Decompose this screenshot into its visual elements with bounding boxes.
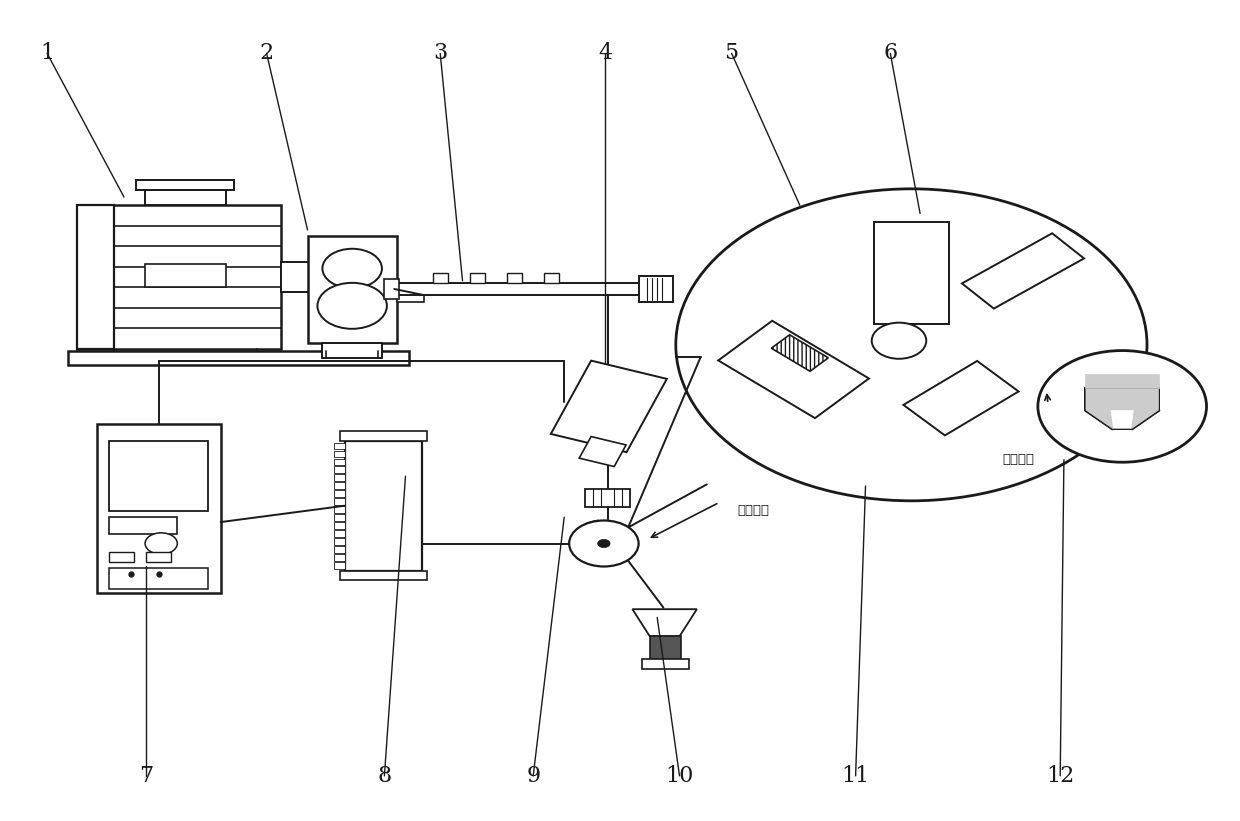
Bar: [68, 351, 409, 365]
Bar: [642, 659, 689, 669]
Bar: [334, 515, 345, 521]
Bar: [145, 264, 226, 287]
Bar: [334, 498, 345, 505]
Bar: [308, 236, 397, 343]
Bar: [334, 458, 345, 465]
Text: 9: 9: [526, 765, 541, 787]
Text: 局部放大: 局部放大: [1002, 453, 1034, 466]
Bar: [77, 205, 281, 349]
Bar: [334, 522, 345, 529]
Text: 4: 4: [598, 43, 613, 64]
Bar: [650, 636, 681, 661]
Text: 2: 2: [259, 43, 274, 64]
Polygon shape: [1085, 374, 1159, 388]
Bar: [345, 441, 422, 571]
Circle shape: [569, 521, 639, 566]
Bar: [334, 562, 345, 569]
Bar: [334, 466, 345, 473]
Circle shape: [1038, 351, 1207, 462]
Bar: [771, 335, 828, 371]
Bar: [281, 263, 309, 292]
Text: 10: 10: [666, 765, 693, 787]
Text: 5: 5: [724, 43, 739, 64]
Bar: [433, 273, 448, 283]
Bar: [109, 517, 177, 534]
Bar: [585, 489, 630, 507]
Circle shape: [676, 189, 1147, 501]
Bar: [579, 437, 626, 466]
Bar: [334, 554, 345, 561]
Bar: [551, 360, 667, 452]
Bar: [904, 361, 1018, 435]
Circle shape: [145, 533, 177, 554]
Bar: [334, 451, 345, 457]
Bar: [334, 475, 345, 481]
Bar: [136, 180, 234, 190]
Text: 12: 12: [1047, 765, 1074, 787]
Bar: [718, 321, 869, 418]
Bar: [639, 276, 673, 302]
Bar: [109, 568, 208, 589]
Bar: [384, 279, 399, 299]
Text: 局部放大: 局部放大: [738, 504, 770, 517]
Bar: [109, 552, 134, 562]
Text: 8: 8: [377, 765, 392, 787]
Bar: [322, 343, 382, 358]
Bar: [334, 490, 345, 497]
Bar: [340, 431, 427, 441]
Polygon shape: [632, 609, 697, 636]
Bar: [962, 233, 1084, 309]
Bar: [394, 283, 645, 295]
Text: 6: 6: [883, 43, 898, 64]
Polygon shape: [1111, 410, 1133, 428]
Bar: [544, 273, 559, 283]
Bar: [334, 530, 345, 537]
Circle shape: [598, 539, 610, 548]
Bar: [507, 273, 522, 283]
Bar: [334, 539, 345, 545]
Bar: [340, 571, 427, 580]
Bar: [109, 441, 208, 511]
Circle shape: [872, 323, 926, 359]
Bar: [334, 443, 345, 449]
Bar: [397, 289, 424, 302]
Bar: [146, 552, 171, 562]
Bar: [874, 222, 949, 324]
Bar: [145, 190, 226, 205]
Bar: [97, 424, 221, 593]
Text: 11: 11: [842, 765, 869, 787]
Circle shape: [317, 282, 387, 328]
Text: 7: 7: [139, 765, 154, 787]
Bar: [470, 273, 485, 283]
Bar: [334, 483, 345, 489]
Bar: [77, 205, 114, 349]
Text: 3: 3: [433, 43, 448, 64]
Bar: [334, 547, 345, 553]
Bar: [334, 507, 345, 513]
Text: 1: 1: [40, 43, 55, 64]
Polygon shape: [1085, 388, 1159, 429]
Circle shape: [322, 249, 382, 288]
